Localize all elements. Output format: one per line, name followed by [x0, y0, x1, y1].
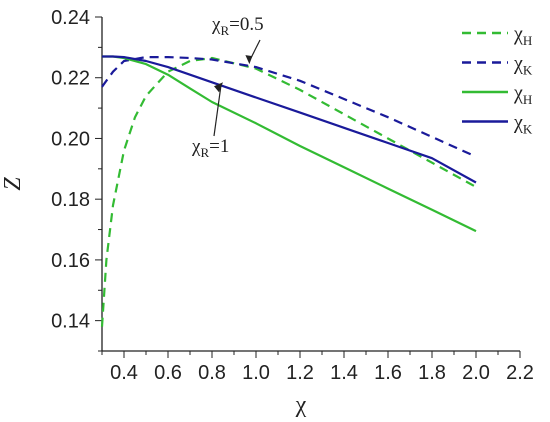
annotations: χR=0.5 χR=1: [191, 14, 264, 160]
x-tick-label: 0.8: [198, 362, 226, 384]
axes: 0.4 0.6 0.8 1.0 1.2 1.4 1.6 1.8 2.0 2.2 0.14 0.16 0.…: [0, 7, 534, 418]
y-tick-label: 0.16: [51, 250, 90, 272]
series-line-1: [100, 56, 477, 327]
legend-label-2: χK: [513, 53, 533, 78]
series-layer: [100, 55, 477, 327]
x-axis-title: χ: [295, 392, 307, 418]
legend-label-3: χH: [513, 82, 532, 107]
x-tick-label: 0.6: [154, 362, 182, 384]
annotation-arrow-2: [213, 85, 222, 137]
x-tick-label: 2.0: [462, 362, 490, 384]
y-tick-label: 0.24: [51, 7, 90, 29]
annotation-arrowhead-2: [214, 82, 223, 93]
series-line-3: [102, 55, 477, 233]
annotation-arrowhead-1: [245, 55, 253, 65]
x-tick-label: 1.8: [418, 362, 446, 384]
x-tick-label: 2.2: [506, 362, 534, 384]
x-tick-label: 1.4: [330, 362, 358, 384]
annotation-chiR-0.5: χR=0.5: [211, 14, 264, 38]
annotation-chiR-1: χR=1: [191, 136, 229, 160]
y-tick-label: 0.20: [51, 128, 90, 150]
legend-label-4: χK: [513, 112, 533, 137]
x-tick-label: 0.4: [110, 362, 138, 384]
series-line-4: [102, 55, 477, 184]
series-line-2: [101, 55, 477, 158]
legend-label-1: χH: [513, 23, 532, 48]
x-tick-label: 1.0: [242, 362, 270, 384]
y-tick-label: 0.18: [51, 189, 90, 211]
x-tick-label: 1.2: [286, 362, 314, 384]
y-tick-label: 0.22: [51, 68, 90, 90]
legend: χH χK χH χK: [462, 23, 533, 137]
y-tick-label: 0.14: [51, 311, 90, 333]
y-axis-title: Z: [0, 177, 26, 191]
x-tick-label: 1.6: [374, 362, 402, 384]
